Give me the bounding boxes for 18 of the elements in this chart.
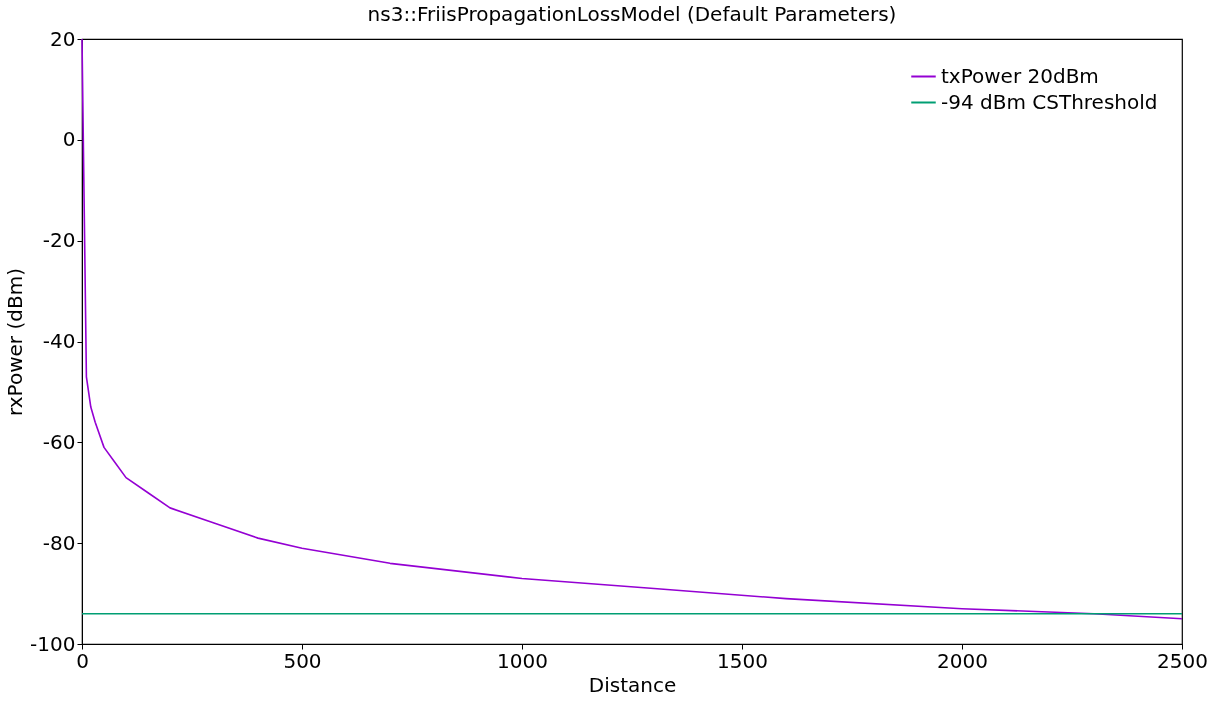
chart-title: ns3::FriisPropagationLossModel (Default Parameters) [367,2,897,26]
y-tick-label: -60 [42,429,76,454]
x-tick-label: 2000 [937,648,988,673]
y-tick-label: 0 [62,127,76,152]
y-tick-label: -80 [42,530,76,555]
y-tick-label: -100 [30,631,76,656]
legend-label: -94 dBm CSThreshold [941,89,1158,114]
y-tick-label: 20 [50,26,76,51]
x-tick-label: 1500 [717,648,768,673]
x-axis-title: Distance [588,672,677,697]
line-series [81,38,1183,620]
x-tick-label: 500 [283,648,322,673]
x-tick-label: 1000 [497,648,548,673]
x-tick-label: 2500 [1157,648,1208,673]
y-axis-title: rxPower (dBm) [3,268,28,416]
y-tick-label: -20 [42,228,76,253]
y-tick-label: -40 [42,329,76,353]
legend-label: txPower 20dBm [941,63,1099,88]
